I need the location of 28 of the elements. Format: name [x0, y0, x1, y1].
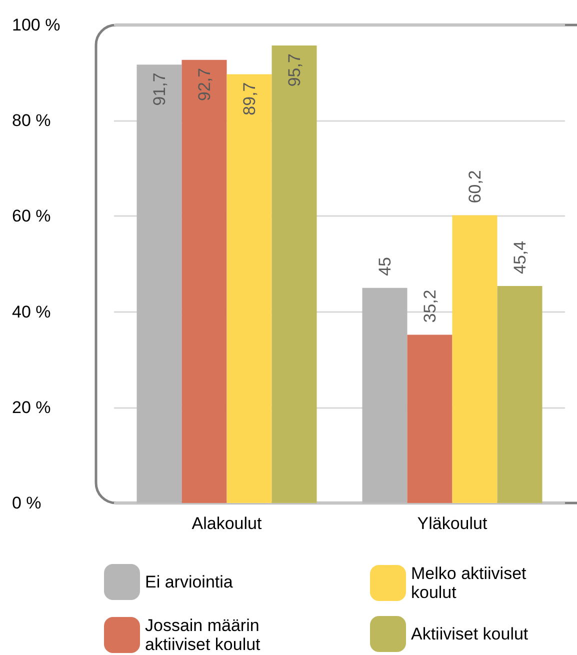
legend-label: Aktiiviset koulut	[411, 624, 528, 644]
bar	[452, 215, 498, 503]
data-label: 89,7	[240, 82, 259, 116]
data-label: 91,7	[150, 72, 169, 106]
legend-label: Melko aktiiviset koulut	[411, 564, 531, 602]
data-label: 45,4	[510, 240, 530, 274]
data-label: 92,7	[194, 68, 214, 101]
bar	[182, 60, 227, 503]
y-tick-label: 100 %	[12, 16, 60, 34]
y-tick-label: 0 %	[12, 494, 42, 512]
bar	[362, 288, 408, 503]
legend-label: Ei arviointia	[145, 572, 234, 592]
y-tick-label: 80 %	[12, 111, 51, 130]
data-label: 95,7	[284, 54, 304, 87]
data-label: 45	[375, 256, 394, 276]
legend-label: Jossain määrin aktiiviset koulut	[145, 616, 264, 654]
bar	[136, 64, 182, 503]
y-tick-label: 20 %	[12, 398, 51, 417]
bar	[407, 334, 452, 503]
x-tick-label: Yläkoulut	[417, 514, 488, 533]
data-label: 35,2	[420, 290, 440, 323]
bar	[497, 286, 542, 503]
y-tick-label: 40 %	[12, 302, 51, 322]
data-label: 60,2	[465, 170, 484, 204]
bar	[226, 74, 272, 503]
y-tick-label: 60 %	[12, 206, 51, 226]
bar	[272, 46, 317, 503]
x-tick-label: Alakoulut	[192, 514, 262, 533]
